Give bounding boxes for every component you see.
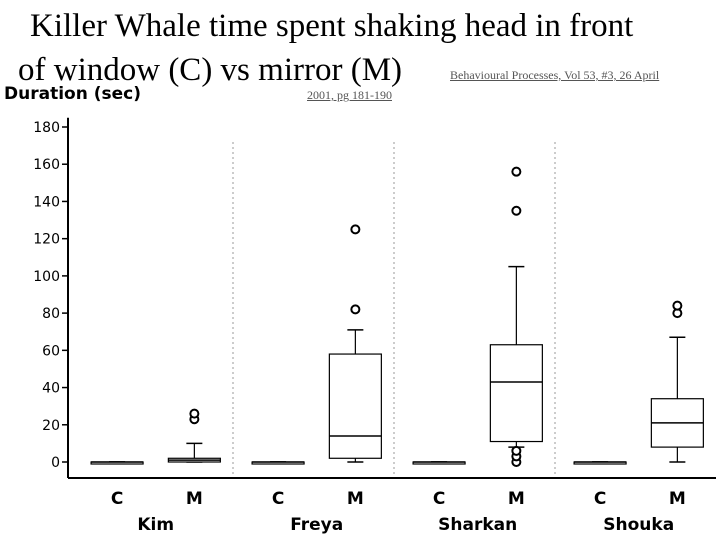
y-tick-label-0: 0 bbox=[51, 455, 60, 471]
y-axis-label: Duration (sec) bbox=[4, 84, 141, 104]
sharkan-m-box bbox=[489, 344, 543, 443]
y-tick-label-160: 160 bbox=[33, 157, 60, 173]
citation-link-2[interactable]: 2001, pg 181-190 bbox=[307, 88, 392, 102]
y-tick-label-20: 20 bbox=[42, 418, 60, 434]
title-line-2: of window (C) vs mirror (M) bbox=[18, 52, 403, 88]
sharkan-c-label: C bbox=[433, 489, 445, 509]
y-tick-label-120: 120 bbox=[33, 232, 60, 248]
y-tick-label-140: 140 bbox=[33, 194, 60, 210]
sharkan-m-outlier-4 bbox=[511, 166, 522, 177]
title-line-1: Killer Whale time spent shaking head in … bbox=[30, 8, 634, 44]
y-tick-label-80: 80 bbox=[42, 306, 60, 322]
shouka-m-outlier-1 bbox=[672, 300, 683, 311]
y-tick-label-180: 180 bbox=[33, 120, 60, 136]
sharkan-m-outlier-3 bbox=[511, 205, 522, 216]
freya-m-outlier-0 bbox=[350, 304, 361, 315]
y-tick-label-100: 100 bbox=[33, 269, 60, 285]
kim-c-label: C bbox=[111, 489, 123, 509]
kim-m-outlier-1 bbox=[189, 408, 200, 419]
freya-m-outlier-1 bbox=[350, 224, 361, 235]
group-label-shouka: Shouka bbox=[603, 515, 674, 535]
citation-link-1[interactable]: Behavioural Processes, Vol 53, #3, 26 Ap… bbox=[450, 68, 660, 82]
sharkan-m-label: M bbox=[508, 489, 525, 509]
sharkan-m-outlier-2 bbox=[511, 445, 522, 456]
kim-m-label: M bbox=[186, 489, 203, 509]
freya-c-label: C bbox=[272, 489, 284, 509]
group-label-freya: Freya bbox=[290, 515, 343, 535]
y-tick-label-60: 60 bbox=[42, 343, 60, 359]
y-tick-label-40: 40 bbox=[42, 381, 60, 397]
group-label-sharkan: Sharkan bbox=[438, 515, 517, 535]
group-label-kim: Kim bbox=[137, 515, 174, 535]
shouka-c-label: C bbox=[594, 489, 606, 509]
freya-m-box bbox=[328, 353, 382, 459]
freya-m-label: M bbox=[347, 489, 364, 509]
shouka-m-label: M bbox=[669, 489, 686, 509]
